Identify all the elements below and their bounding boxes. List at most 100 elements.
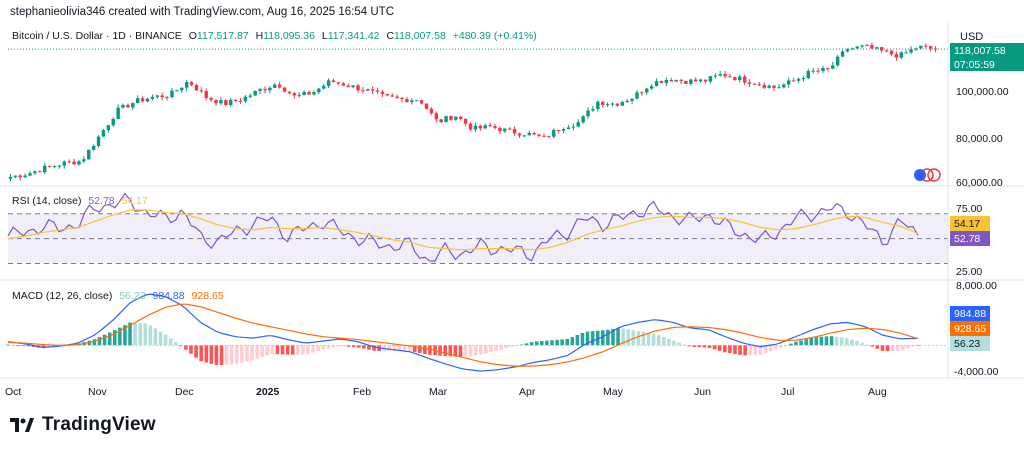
macd-histogram-bar — [555, 339, 559, 346]
candle-body — [165, 97, 169, 99]
candle-body — [370, 89, 375, 91]
candle-body — [801, 78, 806, 80]
candle-body — [87, 149, 91, 160]
macd-histogram-bar — [743, 345, 747, 356]
candle-body — [410, 100, 414, 103]
candle-body — [282, 87, 287, 92]
macd-histogram-bar — [534, 341, 539, 346]
macd-histogram-bar — [184, 345, 188, 350]
candle-body — [219, 100, 223, 104]
macd-histogram-bar — [473, 345, 478, 356]
macd-histogram-bar — [682, 344, 686, 346]
macd-histogram-bar — [773, 345, 778, 350]
macd-histogram-bar — [540, 341, 544, 346]
macd-histogram-bar — [275, 345, 280, 355]
macd-histogram-bar — [758, 345, 763, 355]
rsi-indicator-name[interactable]: RSI (14, close) — [12, 195, 82, 207]
rsi-ma-label: 54.17 — [950, 216, 990, 231]
macd-histogram-bar — [316, 345, 320, 352]
macd-histogram-bar — [570, 337, 575, 346]
symbol-label[interactable]: Bitcoin / U.S. Dollar · 1D · BINANCE — [12, 30, 182, 42]
candle-body — [615, 103, 620, 106]
candle-body — [297, 95, 301, 97]
macd-histogram-bar — [285, 345, 290, 355]
macd-histogram-bar — [163, 334, 168, 346]
macd-histogram-bar — [107, 332, 112, 346]
candle-body — [919, 45, 923, 49]
candle-body — [532, 133, 536, 135]
candle-body — [170, 90, 174, 98]
macd-histogram-bar — [479, 345, 483, 355]
macd-histogram-bar — [850, 339, 854, 346]
time-axis-label: Apr — [519, 386, 536, 398]
candle-body — [561, 129, 566, 131]
candle-body — [718, 74, 722, 76]
macd-histogram-bar — [301, 345, 305, 355]
candle-body — [757, 84, 762, 86]
macd-histogram-bar — [631, 330, 636, 346]
candle-body — [253, 90, 257, 96]
macd-histogram-bar — [173, 342, 178, 346]
currency-label[interactable]: USD — [960, 31, 984, 43]
macd-histogram-bar — [250, 345, 254, 361]
candle-body — [131, 103, 135, 108]
candle-body — [571, 126, 576, 128]
candle-body — [189, 82, 194, 85]
candle-body — [649, 86, 654, 89]
macd-histogram-bar — [494, 345, 498, 351]
macd-histogram-bar — [748, 345, 753, 356]
candle-body — [630, 98, 634, 101]
candle-body — [723, 74, 727, 77]
macd-histogram-bar — [484, 345, 488, 354]
candle-body — [243, 96, 248, 102]
candle-body — [375, 90, 380, 92]
candle-body — [752, 83, 757, 85]
macd-histogram-bar — [656, 335, 661, 346]
candle-body — [18, 175, 22, 178]
macd-histogram-bar — [224, 345, 229, 365]
macd-histogram-bar — [524, 343, 529, 346]
macd-histogram-bar — [418, 345, 422, 353]
candle-body — [591, 109, 595, 111]
candle-body — [395, 96, 399, 98]
macd-histogram-bar — [311, 345, 315, 353]
candle-body — [336, 82, 341, 84]
candle-body — [816, 70, 820, 72]
macd-pane[interactable] — [6, 293, 948, 372]
macd-histogram-bar — [336, 345, 341, 347]
macd-indicator-name[interactable]: MACD (12, 26, close) — [12, 290, 113, 302]
candle-body — [459, 116, 463, 120]
macd-hist-value: 56.23 — [119, 290, 146, 302]
rsi-pane[interactable] — [7, 192, 948, 265]
candle-body — [772, 85, 776, 88]
macd-histogram-bar — [402, 345, 407, 352]
candle-body — [659, 81, 664, 84]
candle-body — [924, 45, 928, 47]
macd-histogram-bar — [504, 345, 508, 349]
price-legend: Bitcoin / U.S. Dollar · 1D · BINANCE O11… — [12, 30, 541, 42]
macd-histogram-bar — [357, 345, 361, 348]
macd-histogram-bar — [834, 336, 839, 346]
macd-signal-line — [7, 303, 919, 367]
macd-histogram-bar — [260, 345, 264, 357]
price-pane[interactable] — [8, 42, 948, 182]
candle-body — [610, 103, 615, 105]
candle-body — [507, 128, 512, 130]
candle-body — [483, 125, 487, 129]
candle-body — [826, 67, 830, 69]
candle-body — [135, 98, 140, 104]
macd-histogram-bar — [448, 345, 453, 357]
macd-histogram-bar — [809, 337, 814, 346]
time-axis-label: Aug — [868, 386, 887, 398]
candle-body — [708, 76, 713, 82]
candle-body — [444, 116, 448, 123]
macd-histogram-bar — [214, 345, 219, 366]
candle-body — [904, 52, 908, 54]
macd-histogram-bar — [453, 345, 458, 357]
macd-histogram-bar — [428, 345, 432, 355]
candle-body — [160, 95, 164, 98]
candle-body — [38, 171, 42, 173]
macd-histogram-bar — [245, 345, 249, 362]
time-axis-label: 2025 — [256, 386, 280, 398]
